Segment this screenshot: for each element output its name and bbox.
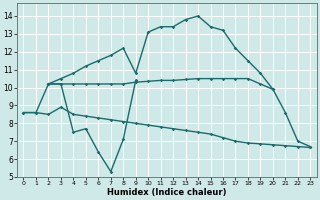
X-axis label: Humidex (Indice chaleur): Humidex (Indice chaleur) bbox=[107, 188, 227, 197]
